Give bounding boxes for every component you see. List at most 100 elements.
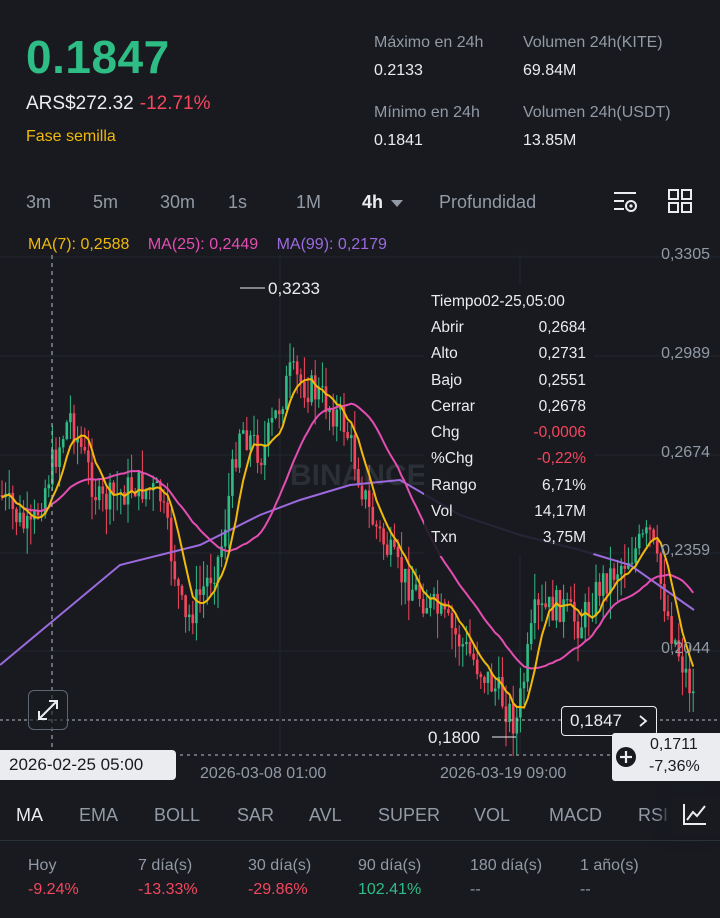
candle-body: [472, 653, 475, 660]
candle-body: [684, 668, 688, 673]
candle-body: [177, 579, 180, 586]
candle-body: [555, 590, 558, 621]
candle-body: [15, 509, 18, 523]
tab-3m[interactable]: 3m: [26, 192, 52, 212]
current-price-tag[interactable]: 0,1847: [561, 706, 657, 736]
candle-body: [335, 409, 339, 427]
chart-settings-icon[interactable]: [612, 189, 640, 215]
candle-body: [94, 496, 97, 501]
tab-4h[interactable]: 4h: [362, 192, 404, 213]
indicator-ema[interactable]: EMA: [79, 805, 119, 825]
high-label: 0,3233: [268, 279, 320, 298]
tooltip-time-row: Tiempo02-25,05:00: [431, 293, 586, 319]
candle-body: [691, 691, 695, 694]
indicator-vol[interactable]: VOL: [474, 805, 511, 825]
candle-body: [544, 603, 547, 608]
candle-body: [267, 422, 270, 445]
candle-body: [220, 546, 223, 557]
candle-body: [216, 556, 220, 583]
candle-body: [594, 581, 598, 617]
candle-body: [159, 481, 162, 502]
candle-body: [223, 529, 227, 547]
indicator-rsi[interactable]: RSI: [638, 805, 669, 825]
candle-body: [540, 603, 544, 606]
candlestick-chart[interactable]: BINANCE 0,3233 0,1800: [0, 255, 720, 785]
y-label-2: 0,2674: [661, 444, 710, 461]
candle-body: [479, 674, 483, 678]
candle-body: [43, 488, 47, 515]
low-24h-value: 0.1841: [374, 132, 423, 149]
candle-body: [11, 492, 15, 510]
candle-body: [605, 573, 609, 594]
candle-body: [576, 621, 580, 639]
indicator-super[interactable]: SUPER: [378, 805, 441, 825]
indicator-macd[interactable]: MACD: [549, 805, 602, 825]
expand-button[interactable]: [28, 690, 68, 730]
grid-layout-icon[interactable]: [668, 189, 692, 213]
drawing-tool-button[interactable]: [672, 795, 720, 835]
candle-body: [69, 413, 72, 423]
x-label-1: 2026-03-19 09:00: [440, 765, 567, 782]
tab-30m[interactable]: 30m: [160, 192, 196, 212]
tooltip-row-range: Rango 6,71%: [431, 477, 586, 494]
candle-body: [313, 375, 317, 400]
phase-badge[interactable]: Fase semilla: [26, 128, 116, 145]
crosshair-price: 0,1711: [650, 736, 698, 753]
tooltip-row-close: Cerrar 0,2678: [431, 398, 586, 415]
candle-body: [364, 490, 367, 500]
candle-body: [292, 361, 295, 363]
crosshair-time-box: 2026-02-25 05:00: [0, 750, 176, 780]
ohlc-tooltip: Tiempo02-25,05:00 Abrir 0,2684 Alto 0,2731…: [424, 284, 594, 556]
ma-legend: MA(7): 0,2588 MA(25): 0,2449 MA(99): 0,2…: [28, 236, 387, 254]
candle-body: [659, 553, 663, 584]
candle-body: [97, 486, 101, 501]
candle-body: [497, 676, 501, 689]
candle-body: [33, 510, 36, 520]
candle-body: [112, 482, 115, 496]
candle-body: [468, 641, 472, 654]
expand-icon: [38, 700, 58, 720]
plus-circle-icon[interactable]: [615, 746, 637, 768]
candle-body: [619, 565, 623, 575]
candle-body: [378, 526, 382, 529]
perf-label-7d: 7 día(s): [138, 857, 193, 874]
interval-tabs: 3m 5m 30m 1s 1M 4h Profundidad: [0, 180, 720, 224]
candle-body: [123, 492, 126, 505]
candle-body: [382, 528, 385, 545]
tab-1M[interactable]: 1M: [296, 192, 322, 212]
candle-body: [191, 614, 195, 624]
tab-5m[interactable]: 5m: [93, 192, 119, 212]
tab-1s[interactable]: 1s: [228, 192, 248, 212]
crosshair-price-box: 0,1711 -7,36%: [612, 733, 720, 781]
candle-body: [65, 422, 69, 440]
candle-body: [421, 599, 425, 614]
low-label: 0,1800: [428, 728, 480, 747]
candle-body: [562, 599, 565, 622]
candle-body: [285, 375, 288, 410]
candle-body: [385, 544, 389, 555]
indicator-sar[interactable]: SAR: [237, 805, 275, 825]
indicator-boll[interactable]: BOLL: [154, 805, 201, 825]
candle-body: [403, 568, 407, 583]
perf-value-7d: -13.33%: [138, 881, 198, 898]
tooltip-row-open: Abrir 0,2684: [431, 319, 586, 336]
candle-body: [483, 677, 486, 683]
candle-body: [612, 568, 616, 580]
candle-body: [169, 517, 173, 562]
indicator-avl[interactable]: AVL: [309, 805, 342, 825]
candle-body: [623, 565, 627, 569]
y-label-3: 0,2359: [661, 542, 710, 559]
candle-body: [425, 607, 429, 614]
tab-depth[interactable]: Profundidad: [439, 192, 537, 212]
candle-body: [144, 489, 148, 500]
candle-body: [263, 444, 267, 466]
indicator-ma[interactable]: MA: [16, 805, 43, 825]
perf-label-30d: 30 día(s): [248, 857, 312, 874]
high-24h-label: Máximo en 24h: [374, 34, 484, 51]
candle-body: [666, 611, 670, 617]
candle-body: [616, 574, 619, 580]
perf-label-today: Hoy: [28, 857, 57, 874]
candle-body: [310, 375, 313, 403]
candle-body: [61, 439, 65, 448]
candle-body: [339, 406, 342, 410]
